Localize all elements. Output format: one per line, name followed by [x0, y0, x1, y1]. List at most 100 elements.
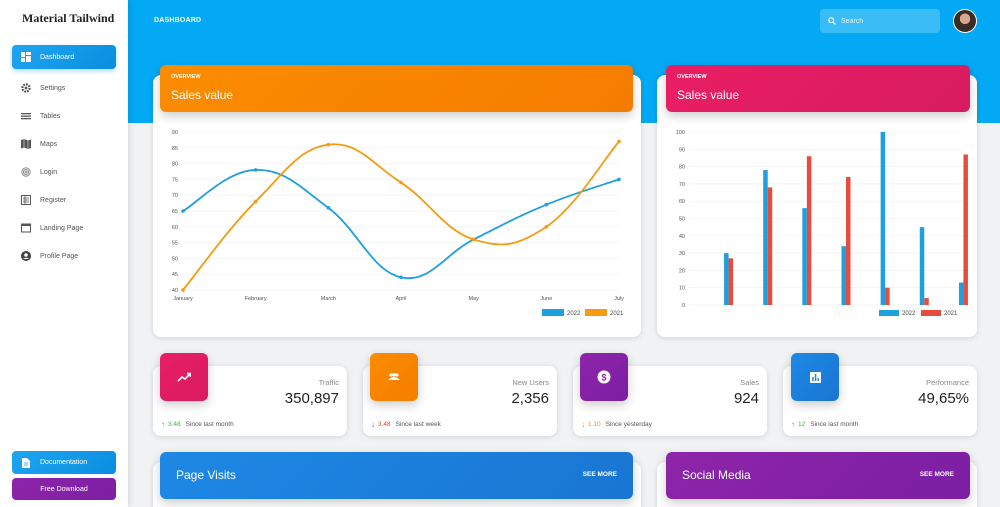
stat-label: Performance [926, 378, 969, 387]
y-tick-label: 65 [172, 209, 178, 215]
y-tick-label: 90 [172, 130, 178, 136]
stat-footer: ↓ 1.10 Since yesterday [581, 420, 652, 429]
account-circle-icon [21, 251, 31, 261]
sidebar-item-register[interactable]: Register [12, 188, 116, 212]
legend-label[interactable]: 2022 [902, 311, 916, 317]
data-point[interactable] [471, 237, 476, 242]
data-point[interactable] [326, 142, 331, 147]
x-tick-label: February [245, 296, 267, 302]
group-icon [370, 353, 418, 401]
bar-2022[interactable] [802, 208, 807, 305]
avatar[interactable] [953, 9, 977, 33]
y-tick-label: 0 [682, 303, 685, 309]
bar-2022[interactable] [919, 227, 925, 305]
free-download-label: Free Download [40, 485, 88, 493]
stat-card-sales: $ Sales 924 ↓ 1.10 Since yesterday [573, 353, 767, 436]
legend-label[interactable]: 2021 [944, 311, 958, 317]
brand-logo[interactable]: Material Tailwind [22, 11, 115, 25]
bar-2022[interactable] [880, 132, 886, 305]
sidebar-item-label: Register [40, 196, 67, 204]
arrow-up-icon: ↑ [791, 420, 795, 429]
sidebar-item-profile-page[interactable]: Profile Page [12, 244, 116, 268]
sidebar-item-settings[interactable]: Settings [12, 76, 116, 100]
search-icon [828, 17, 836, 25]
y-tick-label: 55 [172, 241, 178, 247]
data-point[interactable] [617, 139, 621, 144]
sidebar-item-landing-page[interactable]: Landing Page [12, 216, 116, 240]
data-point[interactable] [326, 206, 331, 210]
card-title: Sales value [171, 88, 234, 102]
sidebar-item-tables[interactable]: Tables [12, 104, 116, 128]
bar-2021[interactable] [728, 258, 734, 305]
bar-2021[interactable] [885, 287, 890, 305]
data-point[interactable] [544, 225, 549, 229]
see-more-button[interactable]: SEE MORE [919, 471, 954, 478]
sidebar: Material Tailwind Dashboard Settings Tab… [0, 0, 128, 507]
data-point[interactable] [399, 275, 403, 280]
overview-label: OVERVIEW [677, 74, 707, 80]
bar-2021[interactable] [767, 187, 773, 305]
y-tick-label: 80 [172, 162, 178, 168]
legend-label[interactable]: 2022 [567, 311, 581, 317]
y-tick-label: 40 [679, 234, 685, 240]
bar-2022[interactable] [763, 170, 768, 305]
data-point[interactable] [181, 209, 185, 213]
free-download-button[interactable]: Free Download [12, 478, 116, 500]
y-tick-label: 60 [172, 225, 178, 231]
data-point[interactable] [181, 288, 185, 292]
bar-2021[interactable] [806, 156, 812, 305]
bar-2021[interactable] [963, 154, 968, 305]
page-title: DASHBOARD [154, 17, 202, 24]
data-point[interactable] [253, 168, 258, 172]
bar-2022[interactable] [958, 282, 964, 305]
y-tick-label: 10 [679, 286, 685, 292]
x-tick-label: January [173, 296, 193, 302]
stat-change: 1.10 [588, 421, 601, 428]
stat-label: Sales [740, 378, 759, 387]
search-input[interactable] [841, 17, 931, 25]
tables-icon [21, 111, 31, 121]
y-tick-label: 50 [679, 217, 685, 223]
documentation-button[interactable]: Documentation [12, 451, 116, 474]
stat-since: Since yesterday [605, 421, 652, 428]
legend-label[interactable]: 2021 [610, 311, 624, 317]
line-chart-card: 40 45 50 55 60 65 70 75 80 85 90 January February Mar… [153, 75, 641, 337]
legend-swatch [879, 310, 899, 316]
y-tick-label: 50 [172, 256, 178, 262]
x-tick-label: July [614, 296, 624, 302]
card-title: Page Visits [176, 468, 236, 482]
data-point[interactable] [544, 202, 549, 207]
bar-2022[interactable] [724, 253, 729, 305]
data-point[interactable] [253, 199, 258, 204]
stat-since: Since last week [395, 421, 441, 428]
legend-swatch [542, 309, 564, 316]
bar-card-header: OVERVIEW Sales value [666, 65, 970, 112]
stat-since: Since last month [185, 421, 234, 428]
sidebar-item-label: Tables [40, 112, 61, 120]
data-point[interactable] [617, 177, 621, 182]
web-icon [21, 223, 31, 233]
data-point[interactable] [399, 180, 403, 185]
bar-chart: 0 10 20 30 40 50 60 70 80 90 100 2022 2021 [676, 130, 968, 317]
bar-2021[interactable] [924, 298, 929, 305]
sidebar-item-login[interactable]: Login [12, 160, 116, 184]
line-chart: 40 45 50 55 60 65 70 75 80 85 90 January February Mar… [172, 130, 624, 317]
bar-2021[interactable] [846, 176, 851, 305]
map-icon [21, 139, 31, 149]
y-tick-label: 30 [679, 251, 685, 257]
sidebar-item-dashboard[interactable]: Dashboard [12, 45, 116, 69]
stat-card-performance: Performance 49,65% ↑ 12 Since last month [783, 353, 977, 436]
y-tick-label: 100 [676, 130, 685, 136]
stat-change: 12 [798, 421, 806, 428]
search-box[interactable] [820, 9, 940, 33]
svg-text:$: $ [601, 372, 606, 382]
stat-since: Since last month [810, 421, 859, 428]
stat-footer: ↓ 3.48 Since last week [371, 420, 441, 429]
bar-2022[interactable] [841, 246, 847, 305]
y-tick-label: 80 [679, 165, 685, 171]
legend-swatch [921, 310, 941, 316]
see-more-button[interactable]: SEE MORE [582, 471, 617, 478]
sidebar-item-label: Profile Page [40, 252, 79, 260]
sidebar-item-maps[interactable]: Maps [12, 132, 116, 156]
stat-value: 924 [733, 390, 759, 407]
